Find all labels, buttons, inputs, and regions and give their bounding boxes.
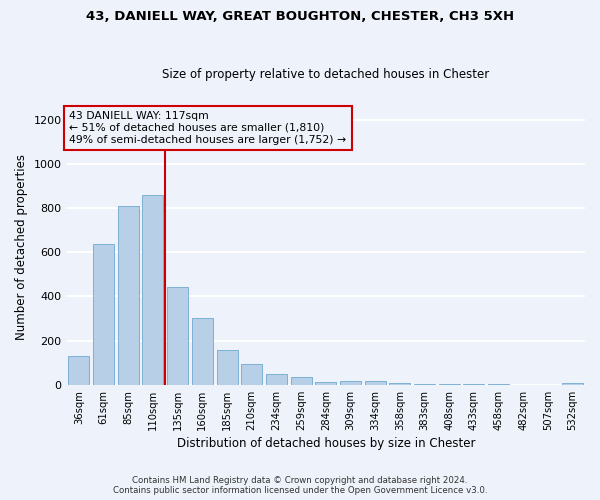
- Bar: [118, 206, 139, 385]
- Bar: [167, 287, 188, 385]
- Bar: [68, 356, 89, 385]
- Bar: [389, 383, 410, 385]
- Bar: [315, 382, 336, 385]
- X-axis label: Distribution of detached houses by size in Chester: Distribution of detached houses by size …: [176, 437, 475, 450]
- Bar: [365, 381, 386, 385]
- Bar: [266, 374, 287, 385]
- Text: Contains HM Land Registry data © Crown copyright and database right 2024.
Contai: Contains HM Land Registry data © Crown c…: [113, 476, 487, 495]
- Title: Size of property relative to detached houses in Chester: Size of property relative to detached ho…: [162, 68, 490, 81]
- Bar: [93, 244, 114, 385]
- Bar: [290, 376, 311, 385]
- Bar: [217, 350, 238, 385]
- Text: 43, DANIELL WAY, GREAT BOUGHTON, CHESTER, CH3 5XH: 43, DANIELL WAY, GREAT BOUGHTON, CHESTER…: [86, 10, 514, 23]
- Bar: [142, 195, 163, 385]
- Y-axis label: Number of detached properties: Number of detached properties: [15, 154, 28, 340]
- Bar: [562, 383, 583, 385]
- Bar: [340, 381, 361, 385]
- Text: 43 DANIELL WAY: 117sqm
← 51% of detached houses are smaller (1,810)
49% of semi-: 43 DANIELL WAY: 117sqm ← 51% of detached…: [69, 112, 346, 144]
- Bar: [241, 364, 262, 385]
- Bar: [192, 318, 213, 385]
